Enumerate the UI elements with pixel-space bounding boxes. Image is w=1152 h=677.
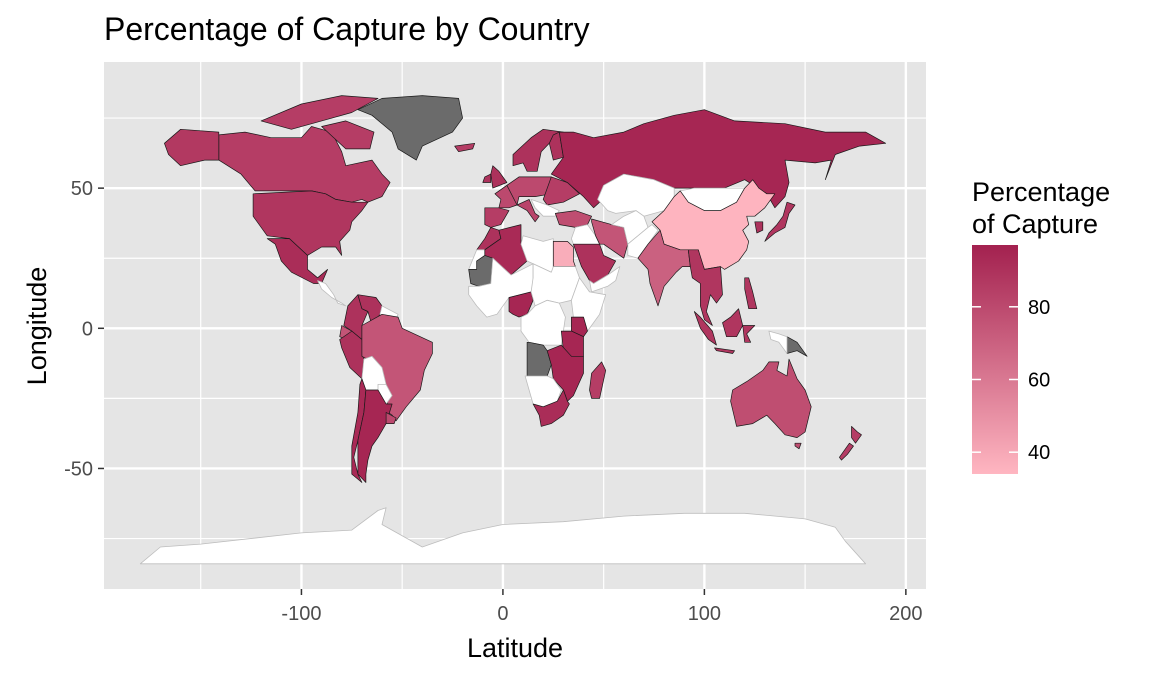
map-regions	[139, 95, 887, 565]
region-antarctica	[139, 507, 866, 565]
region-new-zealand-south	[839, 442, 854, 461]
region-tasmania	[794, 442, 802, 450]
y-tick-label: -50	[64, 458, 93, 480]
legend-tick-label: 80	[1028, 297, 1050, 319]
region-canada	[218, 126, 391, 203]
region-australia	[730, 358, 812, 438]
region-pakistan-afghanistan	[627, 224, 659, 259]
region-ireland	[482, 173, 492, 183]
region-alaska	[164, 128, 220, 167]
region-southeast-asia	[687, 249, 723, 326]
region-mexico	[266, 238, 328, 284]
region-spain	[484, 207, 510, 228]
region-sulawesi	[742, 325, 756, 343]
legend-tick-label: 40	[1028, 442, 1050, 464]
region-central-asia	[611, 210, 649, 245]
region-baffin-island	[321, 120, 375, 150]
region-madagascar	[589, 361, 607, 399]
region-sumatra	[693, 311, 717, 346]
region-nigeria	[508, 291, 534, 318]
y-axis-title: Longitude	[22, 267, 52, 386]
region-korea-japan	[754, 221, 764, 234]
region-zambia-mozambique	[546, 344, 584, 402]
legend-title-line1: Percentage	[972, 177, 1110, 207]
legend-title-line2: of Capture	[972, 209, 1098, 239]
region-greenland	[357, 95, 463, 161]
region-yemen-oman	[589, 266, 621, 293]
x-tick-label: 200	[889, 603, 922, 625]
region-russia	[550, 109, 887, 209]
region-paraguay	[377, 383, 393, 405]
region-philippines	[744, 277, 758, 310]
chart-title: Percentage of Capture by Country	[104, 11, 590, 47]
legend-ticks: 80 60 40	[972, 297, 1050, 464]
y-tick-label: 50	[71, 178, 93, 200]
region-uruguay	[385, 412, 397, 424]
region-japan	[764, 201, 796, 242]
legend: Percentage of Capture 80 60 40	[972, 177, 1110, 474]
region-arctic-islands	[260, 95, 379, 130]
x-tick-label: 0	[497, 603, 508, 625]
region-balkans	[530, 198, 560, 217]
region-sudan-chad	[530, 263, 580, 307]
region-south-africa	[532, 389, 570, 427]
region-new-zealand-north	[851, 426, 862, 444]
region-java	[714, 347, 735, 354]
region-new-guinea-west	[768, 330, 788, 354]
region-italy	[516, 199, 540, 223]
legend-tick-label: 60	[1028, 369, 1050, 391]
region-iceland	[454, 142, 476, 153]
region-argentina	[357, 389, 393, 483]
region-united-states	[252, 190, 369, 256]
region-central-africa	[520, 299, 566, 346]
legend-colorbar	[972, 245, 1018, 474]
region-central-america	[317, 280, 347, 307]
x-tick-label: 100	[688, 603, 721, 625]
axis-ticks: -100 0 100 200 50 0 -50	[64, 178, 922, 625]
x-axis-title: Latitude	[467, 633, 563, 663]
region-kazakhstan	[597, 173, 675, 217]
x-tick-label: -100	[281, 603, 321, 625]
y-tick-label: 0	[82, 318, 93, 340]
region-india	[637, 229, 691, 307]
